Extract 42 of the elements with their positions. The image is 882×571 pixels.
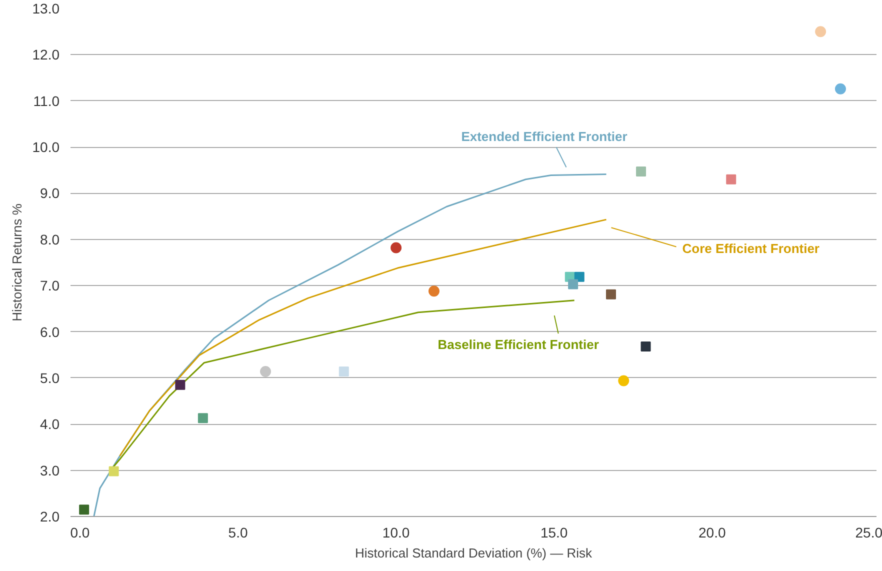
x-tick-label: 15.0 [540,524,568,540]
x-tick-label: 10.0 [382,524,410,540]
annotation: Baseline Efficient Frontier [438,336,599,352]
point [175,380,186,390]
y-tick-label: 13.0 [32,0,60,16]
y-tick-label: 12.0 [32,46,60,63]
point [574,272,584,282]
y-tick-label: 2.0 [40,508,60,524]
x-axis-title: Historical Standard Deviation (%) — Risk [355,546,592,560]
point [108,466,119,476]
y-tick-label: 7.0 [40,278,60,294]
annotation: Core Efficient Frontier [682,241,820,256]
point [640,342,651,352]
point [79,504,90,515]
point [834,83,846,94]
y-axis-title: Historical Returns % [9,203,24,322]
y-tick-label: 8.0 [40,231,60,248]
point [815,26,826,38]
y-tick-label: 6.0 [40,324,60,340]
x-tick-label: 20.0 [698,524,726,540]
x-tick-label: 0.0 [70,524,90,540]
point [636,166,646,177]
point [428,286,440,297]
point [260,366,272,377]
x-tick-label: 25.0 [855,524,882,540]
y-tick-label: 11.0 [33,92,60,109]
point [726,174,736,184]
point [568,279,578,290]
line-series [93,174,608,516]
y-tick-label: 9.0 [40,185,60,202]
y-tick-label: 10.0 [32,139,60,156]
y-tick-label: 3.0 [40,462,60,478]
point [618,375,630,386]
point [338,366,349,376]
y-tick-label: 4.0 [40,416,60,432]
point [198,413,208,424]
x-tick-label: 5.0 [228,524,248,540]
y-tick-label: 5.0 [40,370,60,386]
annotation: Extended Efficient Frontier [461,128,628,144]
line-series [119,218,608,457]
point [606,289,616,300]
point [390,242,402,254]
